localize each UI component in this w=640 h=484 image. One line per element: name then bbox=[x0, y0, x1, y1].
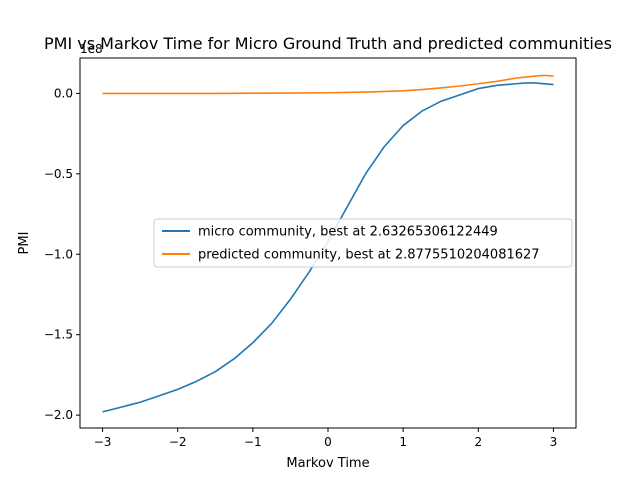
x-tick-label: −1 bbox=[244, 435, 262, 449]
chart-title: PMI vs Markov Time for Micro Ground Trut… bbox=[44, 34, 612, 53]
legend-label-micro: micro community, best at 2.6326530612244… bbox=[198, 225, 498, 240]
y-tick-label: −1.0 bbox=[44, 247, 73, 261]
x-tick-label: 3 bbox=[550, 435, 558, 449]
series-line-predicted bbox=[102, 74, 554, 95]
x-tick-label: 0 bbox=[324, 435, 332, 449]
y-tick-label: 0.0 bbox=[54, 86, 73, 100]
y-axis-label: PMI bbox=[17, 232, 32, 255]
y-tick-label: −1.5 bbox=[44, 328, 73, 342]
y-tick-label: −0.5 bbox=[44, 167, 73, 181]
legend-box bbox=[153, 218, 573, 268]
legend-label-predicted: predicted community, best at 2.877551020… bbox=[198, 248, 540, 263]
x-tick-label: 2 bbox=[474, 435, 482, 449]
legend: micro community, best at 2.6326530612244… bbox=[153, 218, 573, 268]
x-tick-label: 1 bbox=[399, 435, 407, 449]
ticks-layer: −3 −2 −1 0 1 2 3 0.0 −0.5 −1.0 −1.5 −2.0 bbox=[44, 86, 557, 449]
x-tick-label: −3 bbox=[94, 435, 112, 449]
x-axis-label: Markov Time bbox=[286, 456, 369, 471]
x-tick-label: −2 bbox=[169, 435, 187, 449]
y-offset-text: 1e8 bbox=[80, 42, 103, 56]
y-tick-label: −2.0 bbox=[44, 408, 73, 422]
